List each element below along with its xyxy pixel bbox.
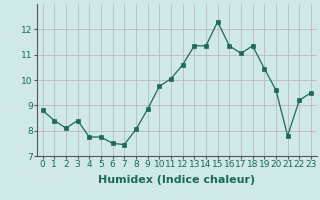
X-axis label: Humidex (Indice chaleur): Humidex (Indice chaleur) <box>98 175 255 185</box>
